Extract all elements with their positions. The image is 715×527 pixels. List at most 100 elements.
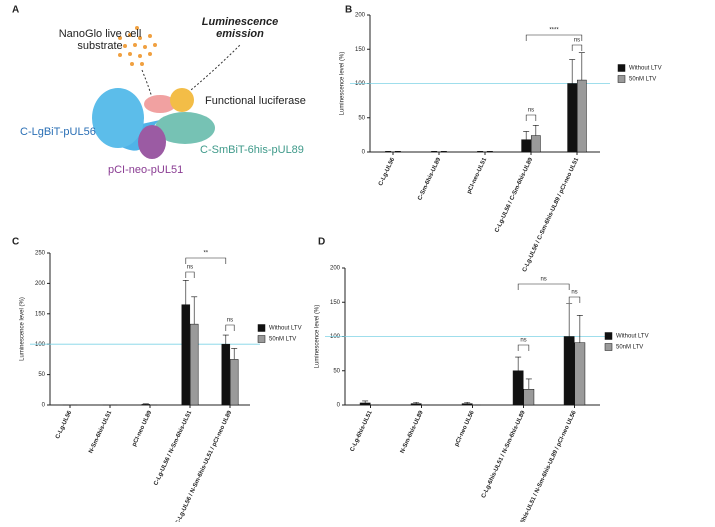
bar bbox=[181, 304, 191, 406]
error-bar bbox=[182, 280, 189, 305]
bar bbox=[189, 323, 199, 406]
dashed-arrow bbox=[141, 69, 153, 99]
error-bar bbox=[222, 334, 229, 345]
x-tick-label: pCI-neo UL56 bbox=[454, 409, 476, 447]
significance-label: ns bbox=[574, 38, 580, 44]
significance-bracket bbox=[568, 296, 581, 303]
luciferase-shape bbox=[144, 95, 176, 113]
bar bbox=[229, 359, 239, 406]
x-tick-label: C-Lg-UL56 / N-Sm-6his-UL51 bbox=[153, 409, 193, 486]
legend-label: 50nM LTV bbox=[616, 345, 643, 351]
significance-bracket bbox=[225, 324, 235, 331]
lgbit-label: C-LgBiT-pUL56 bbox=[20, 126, 96, 138]
panel-label: B bbox=[345, 5, 352, 16]
substrate-dots bbox=[118, 26, 157, 66]
significance-label: ns bbox=[540, 277, 546, 283]
y-axis-label: Luminescence level (%) bbox=[340, 52, 346, 116]
lgbit-shape bbox=[92, 88, 144, 148]
bar bbox=[359, 402, 371, 406]
error-bar bbox=[515, 356, 522, 371]
bar bbox=[221, 343, 231, 406]
error-bar bbox=[523, 131, 530, 140]
error-bar bbox=[394, 151, 401, 152]
legend-label: 50nM LTV bbox=[269, 337, 296, 343]
legend-swatch bbox=[257, 324, 266, 332]
x-tick-label: C-Lg-6his-UL51 / N-Sm-6his-UL89 bbox=[481, 409, 527, 499]
error-bar bbox=[231, 348, 238, 360]
y-tick-label: 0 bbox=[42, 403, 46, 409]
y-tick-label: 150 bbox=[355, 47, 366, 53]
significance-label: ns bbox=[528, 108, 534, 114]
y-tick-label: 150 bbox=[330, 300, 341, 306]
luciferase-shape bbox=[170, 88, 194, 112]
legend-swatch bbox=[617, 64, 626, 72]
legend-swatch bbox=[604, 332, 613, 340]
error-bar bbox=[464, 401, 471, 404]
significance-label: **** bbox=[549, 28, 559, 34]
legend-label: 50nM LTV bbox=[629, 77, 656, 83]
legend-label: Without LTV bbox=[616, 334, 649, 340]
significance-bracket bbox=[525, 114, 537, 121]
panel-a: A NanoGlo live cell substrate Luminescen… bbox=[12, 5, 306, 176]
significance-bracket bbox=[185, 271, 195, 278]
emission-label: emission bbox=[216, 28, 264, 40]
bar bbox=[461, 403, 473, 406]
emission-label: Luminescence bbox=[202, 16, 278, 28]
legend-swatch bbox=[604, 343, 613, 351]
bar bbox=[530, 135, 541, 153]
error-bar bbox=[440, 151, 447, 152]
legend-label: Without LTV bbox=[629, 66, 662, 72]
bar bbox=[567, 83, 578, 153]
y-tick-label: 200 bbox=[330, 266, 341, 272]
dashed-arrow bbox=[184, 44, 241, 96]
significance-label: ** bbox=[203, 251, 208, 257]
bar bbox=[141, 404, 151, 406]
smbit-shape bbox=[155, 112, 215, 144]
x-tick-label: N-Sm-6his-UL51 bbox=[88, 409, 113, 454]
bar bbox=[563, 336, 575, 406]
significance-label: ns bbox=[520, 338, 526, 344]
x-tick-label: C-Sm-6his-UL89 bbox=[417, 156, 442, 201]
bar bbox=[523, 388, 535, 406]
bar bbox=[521, 139, 532, 153]
y-tick-label: 150 bbox=[35, 311, 46, 317]
error-bar bbox=[566, 303, 573, 337]
x-tick-label: C-Lg-UL56 bbox=[55, 409, 74, 440]
error-bar bbox=[576, 314, 583, 343]
significance-bracket bbox=[517, 283, 570, 290]
y-tick-label: 250 bbox=[35, 251, 46, 257]
x-tick-label: pCI-neo UL89 bbox=[131, 409, 153, 447]
error-bar bbox=[569, 59, 576, 84]
y-axis-label: Luminescence level (%) bbox=[20, 297, 26, 361]
x-tick-label: C-Lg-UL56 / C-Sm-6his-UL89 / pCI-neo UL5… bbox=[522, 156, 581, 273]
y-tick-label: 100 bbox=[355, 81, 366, 87]
error-bar bbox=[477, 151, 484, 152]
bar bbox=[574, 342, 586, 406]
x-tick-label: C-Lg-6his-UL51 / N-Sm-6his-UL89 / pCI-ne… bbox=[513, 409, 578, 522]
significance-bracket bbox=[525, 34, 583, 41]
x-tick-label: pCI-neo-UL51 bbox=[466, 156, 488, 194]
error-bar bbox=[525, 378, 532, 390]
x-tick-label: C-Lg-UL56 / C-Sm-6his-UL89 bbox=[494, 156, 534, 233]
panel-label: C bbox=[12, 237, 19, 248]
y-tick-label: 50 bbox=[38, 372, 45, 378]
luciferase-label: Functional luciferase bbox=[205, 95, 306, 107]
error-bar bbox=[578, 52, 585, 81]
y-tick-label: 50 bbox=[333, 368, 340, 374]
significance-label: ns bbox=[571, 290, 577, 296]
neo-shape bbox=[138, 125, 166, 159]
legend-label: Without LTV bbox=[269, 326, 302, 332]
y-tick-label: 0 bbox=[337, 403, 341, 409]
significance-bracket bbox=[571, 44, 583, 51]
error-bar bbox=[142, 403, 149, 405]
x-tick-label: C-Lg-6his-UL51 bbox=[350, 409, 374, 452]
x-tick-label: N-Sm-6his-UL89 bbox=[400, 409, 425, 454]
y-tick-label: 100 bbox=[35, 342, 46, 348]
legend-swatch bbox=[617, 75, 626, 83]
y-tick-label: 0 bbox=[362, 150, 366, 156]
significance-bracket bbox=[185, 257, 227, 264]
substrate-label: substrate bbox=[77, 40, 122, 52]
neo-label: pCI-neo-pUL51 bbox=[108, 164, 183, 176]
error-bar bbox=[431, 151, 438, 152]
